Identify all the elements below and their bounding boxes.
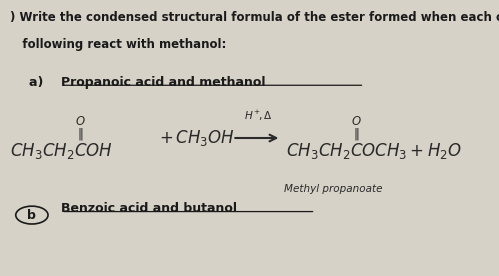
Text: Propanoic acid and methanol: Propanoic acid and methanol bbox=[61, 76, 266, 89]
Text: $CH_3CH_2\overset{O}{\overset{\|}{C}}OH$: $CH_3CH_2\overset{O}{\overset{\|}{C}}OH$ bbox=[10, 114, 113, 162]
Text: $+ \, CH_3OH$: $+ \, CH_3OH$ bbox=[159, 128, 235, 148]
Text: $H^+\!\!,\Delta$: $H^+\!\!,\Delta$ bbox=[244, 109, 272, 123]
Text: $CH_3CH_2\overset{O}{\overset{\|}{C}}OCH_3 + H_2O$: $CH_3CH_2\overset{O}{\overset{\|}{C}}OCH… bbox=[286, 114, 462, 162]
Text: ) Write the condensed structural formula of the ester formed when each of the: ) Write the condensed structural formula… bbox=[10, 11, 499, 24]
Text: following react with methanol:: following react with methanol: bbox=[10, 38, 226, 51]
Text: a): a) bbox=[29, 76, 52, 89]
Text: Benzoic acid and butanol: Benzoic acid and butanol bbox=[61, 201, 237, 214]
Text: Methyl propanoate: Methyl propanoate bbox=[284, 184, 382, 194]
Text: b: b bbox=[27, 209, 36, 222]
